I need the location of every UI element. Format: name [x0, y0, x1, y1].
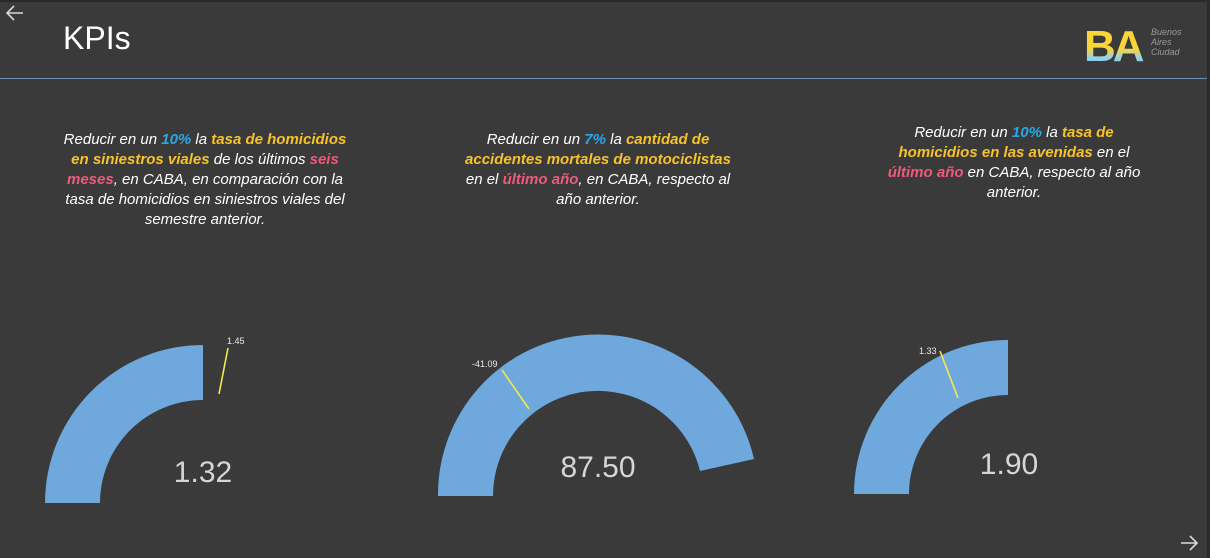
- kpi-text-segment: Reducir en un: [63, 131, 162, 148]
- kpi-text-segment: , en CABA, respecto al año anterior.: [556, 171, 731, 208]
- ba-logo: BA Buenos Aires Ciudad: [1084, 24, 1200, 66]
- gauge-value: 1.90: [980, 448, 1038, 481]
- kpi-text-segment: en el: [465, 171, 503, 188]
- window-frame-top: [0, 0, 1210, 2]
- gauge-target-label: 1.33: [919, 346, 937, 356]
- kpi-metric: cantidad de accidentes mortales de motoc…: [465, 131, 731, 168]
- kpi-metric: tasa de homicidios en las avenidas: [898, 124, 1114, 161]
- gauge-arc: [854, 340, 1008, 494]
- gauge-target-label: 1.45: [227, 336, 245, 346]
- page-title: KPIs: [63, 20, 131, 56]
- kpi-period: último año: [887, 164, 964, 181]
- kpi-percent: 7%: [584, 131, 606, 148]
- logo-line: Aires: [1151, 37, 1172, 47]
- kpi-text-segment: Reducir en un: [914, 124, 1012, 141]
- kpi-period: seis meses: [66, 151, 339, 188]
- kpi-gauge-1: 1.45 1.32: [45, 336, 245, 503]
- window-frame-right: [1207, 0, 1210, 558]
- kpi-percent: 10%: [161, 131, 192, 148]
- logo-line: Buenos: [1151, 27, 1182, 37]
- kpi-text-segment: la: [1041, 124, 1062, 141]
- kpi-text-segment: Reducir en un: [486, 131, 585, 148]
- ba-logo-text: Buenos Aires Ciudad: [1151, 27, 1182, 57]
- arrow-right-icon[interactable]: [1178, 532, 1200, 554]
- gauge-value: 87.50: [560, 451, 635, 484]
- kpi-description-1: Reducir en un 10% la tasa de homicidios …: [55, 130, 355, 230]
- header-divider: [0, 78, 1207, 79]
- kpi-text-segment: en CABA, respecto al año anterior.: [963, 164, 1141, 201]
- kpi-gauge-3: 1.33 1.90: [854, 340, 1038, 494]
- kpi-description-3: Reducir en un 10% la tasa de homicidios …: [874, 123, 1154, 203]
- gauge-value: 1.32: [174, 456, 232, 489]
- gauge-target-line: [501, 369, 530, 410]
- gauge-target-line: [218, 347, 229, 395]
- logo-line: Ciudad: [1151, 47, 1180, 57]
- gauge-arc: [437, 334, 754, 496]
- kpi-description-2: Reducir en un 7% la cantidad de accident…: [463, 130, 733, 210]
- kpi-metric: tasa de homicidios en siniestros viales: [71, 131, 347, 168]
- kpi-text-segment: la: [605, 131, 626, 148]
- kpi-text-segment: la: [191, 131, 212, 148]
- gauge-arc: [45, 345, 203, 503]
- arrow-left-icon[interactable]: [4, 2, 26, 24]
- gauge-target-line: [939, 350, 959, 399]
- gauge-target-label: -41.09: [472, 359, 498, 369]
- ba-logo-letters: BA: [1084, 24, 1144, 64]
- kpi-gauge-2: -41.09 87.50: [437, 334, 754, 496]
- kpi-text-segment: de los últimos: [209, 151, 310, 168]
- kpi-period: último año: [502, 171, 579, 188]
- kpi-text-segment: en el: [1092, 144, 1130, 161]
- ba-logo-mark: BA: [1084, 24, 1147, 64]
- kpi-text-segment: , en CABA, en comparación con la tasa de…: [65, 171, 345, 228]
- kpi-percent: 10%: [1011, 124, 1042, 141]
